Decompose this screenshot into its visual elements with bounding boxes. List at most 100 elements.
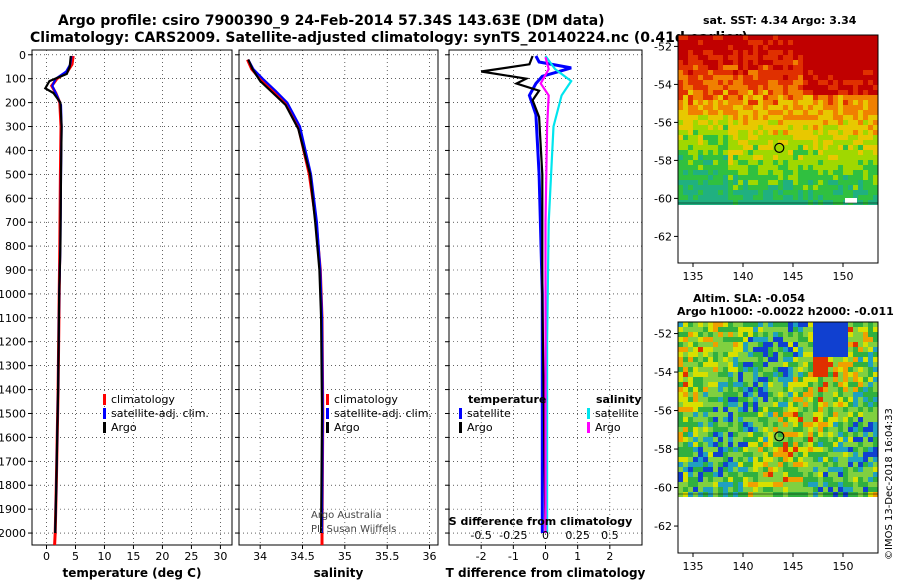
map-cell	[793, 95, 798, 100]
map-cell	[843, 467, 848, 472]
map-cell	[873, 427, 878, 432]
map-cell	[788, 467, 793, 472]
map-cell	[863, 382, 868, 387]
map-cell	[698, 100, 703, 105]
map-cell	[683, 322, 688, 327]
map-cell	[798, 90, 803, 95]
map-cell	[873, 80, 878, 85]
map-cell	[728, 327, 733, 332]
map-cell	[778, 65, 783, 70]
map-cell	[688, 392, 693, 397]
map-cell	[818, 492, 823, 497]
map-cell	[713, 35, 718, 40]
map-cell	[783, 357, 788, 362]
map-cell	[768, 367, 773, 372]
panel-frame	[31, 49, 233, 546]
map-cell	[873, 195, 878, 200]
map-cell	[873, 332, 878, 337]
map-cell	[718, 357, 723, 362]
map-cell	[818, 472, 823, 477]
map-cell	[858, 477, 863, 482]
map-cell	[703, 85, 708, 90]
map-cell	[683, 100, 688, 105]
map-cell	[828, 477, 833, 482]
map-cell	[868, 45, 873, 50]
map-cell	[723, 437, 728, 442]
map-cell	[803, 115, 808, 120]
x-tick-label: 35	[338, 550, 352, 563]
legend-label: Argo	[334, 421, 360, 434]
map-cell	[838, 145, 843, 150]
map-cell	[678, 45, 683, 50]
map-cell	[748, 322, 753, 327]
map-cell	[793, 472, 798, 477]
map-cell	[698, 417, 703, 422]
map-cell	[698, 337, 703, 342]
map-cell	[758, 492, 763, 497]
map-cell	[828, 492, 833, 497]
map-cell	[763, 487, 768, 492]
map-cell	[848, 160, 853, 165]
legend-swatch	[103, 422, 106, 433]
map-cell	[808, 115, 813, 120]
map-cell	[823, 45, 828, 50]
map-cell	[743, 45, 748, 50]
map-cell	[823, 115, 828, 120]
map-cell	[813, 462, 818, 467]
map-cell	[698, 90, 703, 95]
map-cell	[838, 342, 843, 347]
map-cell	[768, 110, 773, 115]
map-cell	[828, 135, 833, 140]
map-cell	[863, 367, 868, 372]
map-cell	[818, 170, 823, 175]
map-cell	[868, 412, 873, 417]
map-cell	[693, 185, 698, 190]
map-cell	[848, 447, 853, 452]
map-cell	[803, 372, 808, 377]
map-cell	[848, 120, 853, 125]
map-cell	[788, 432, 793, 437]
map-cell	[678, 40, 683, 45]
map-cell	[693, 352, 698, 357]
map-cell	[703, 337, 708, 342]
map-cell	[838, 397, 843, 402]
map-cell	[803, 75, 808, 80]
map-cell	[728, 170, 733, 175]
map-cell	[743, 327, 748, 332]
map-cell	[713, 130, 718, 135]
map-cell	[773, 185, 778, 190]
map-cell	[828, 190, 833, 195]
map-cell	[793, 170, 798, 175]
x-axis-label: temperature (deg C)	[63, 566, 202, 580]
map-cell	[838, 140, 843, 145]
map-cell	[688, 195, 693, 200]
map-cell	[843, 432, 848, 437]
map-cell	[678, 175, 683, 180]
map-cell	[728, 35, 733, 40]
map-cell	[723, 382, 728, 387]
map-cell	[848, 432, 853, 437]
map-cell	[833, 85, 838, 90]
map-cell	[858, 392, 863, 397]
map-cell	[843, 165, 848, 170]
depth-tick-label: 400	[5, 144, 26, 157]
map-cell	[783, 70, 788, 75]
map-cell	[793, 477, 798, 482]
map-cell	[768, 190, 773, 195]
map-cell	[678, 80, 683, 85]
map-cell	[858, 145, 863, 150]
map-cell	[853, 372, 858, 377]
map-cell	[798, 50, 803, 55]
map-cell	[733, 35, 738, 40]
map-cell	[828, 165, 833, 170]
map-cell	[738, 35, 743, 40]
map-cell	[718, 382, 723, 387]
map-cell	[688, 407, 693, 412]
map-cell	[733, 175, 738, 180]
map-cell	[723, 372, 728, 377]
map-cell	[833, 477, 838, 482]
map-cell	[838, 362, 843, 367]
map-cell	[798, 442, 803, 447]
map-cell	[703, 110, 708, 115]
map-cell	[798, 342, 803, 347]
